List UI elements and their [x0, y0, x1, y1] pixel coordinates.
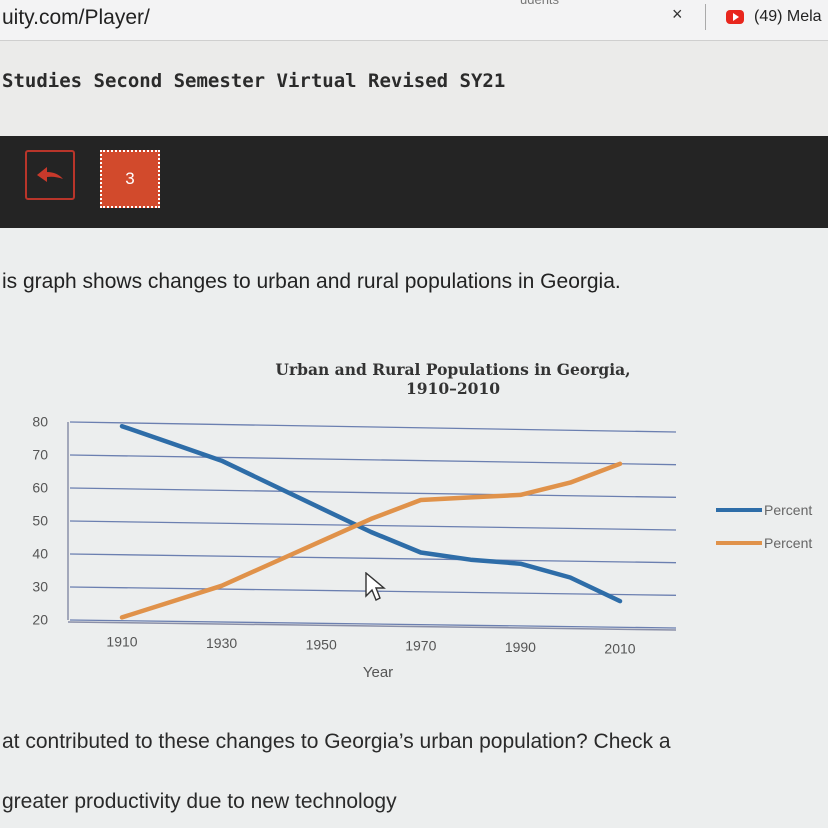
x-tick-label: 1970 — [405, 638, 436, 654]
y-tick-label: 20 — [32, 612, 48, 628]
tab-divider — [705, 4, 706, 30]
x-tick-label: 1930 — [206, 635, 237, 651]
x-tick-label: 1950 — [306, 636, 337, 652]
chart-grid — [67, 421, 677, 631]
chart-title-line2: 1910–2010 — [405, 379, 501, 398]
back-button[interactable] — [25, 150, 75, 200]
back-arrow-icon — [37, 167, 63, 182]
legend-label: Percent — [764, 535, 812, 551]
chart-title: Urban and Rural Populations in Georgia, … — [233, 360, 673, 398]
y-tick-label: 80 — [32, 414, 48, 430]
x-axis-label: Year — [363, 664, 393, 681]
course-header — [0, 41, 828, 136]
chart-legend: Percent Percent — [716, 502, 812, 551]
chart-series — [119, 423, 623, 620]
content-area — [0, 228, 828, 828]
series-line-urban — [119, 461, 623, 620]
x-tick-label: 1910 — [106, 634, 137, 650]
y-axis-ticks: 80 70 60 50 40 30 20 — [32, 414, 48, 628]
gridline — [69, 454, 677, 466]
y-tick-label: 40 — [32, 546, 48, 562]
gridline — [69, 487, 677, 498]
gridline — [69, 619, 677, 629]
browser-toolbar: uity.com/Player/ udents × (49) Mela — [0, 0, 828, 41]
y-tick-label: 30 — [32, 579, 48, 595]
mouse-cursor-icon — [365, 572, 386, 601]
close-tab-icon[interactable]: × — [672, 4, 683, 24]
x-axis-line — [67, 621, 677, 631]
series-line-rural — [119, 423, 623, 604]
legend-label: Percent — [764, 502, 812, 518]
tab-youtube[interactable]: (49) Mela — [754, 8, 822, 25]
chart-title-line1: Urban and Rural Populations in Georgia, — [275, 360, 631, 379]
question-number-button[interactable]: 3 — [100, 150, 160, 208]
gridline — [69, 520, 677, 531]
youtube-icon — [726, 10, 744, 24]
address-bar[interactable]: uity.com/Player/ — [2, 6, 150, 29]
x-axis-ticks: 1910 1930 1950 1970 1990 2010 — [106, 634, 635, 657]
x-tick-label: 1990 — [505, 639, 536, 655]
x-tick-label: 2010 — [604, 640, 635, 656]
gridline — [69, 421, 677, 433]
answer-option-1[interactable]: greater productivity due to new technolo… — [2, 790, 397, 813]
y-tick-label: 70 — [32, 447, 48, 463]
y-tick-label: 50 — [32, 513, 48, 529]
question-text: at contributed to these changes to Georg… — [2, 730, 671, 753]
course-title: Studies Second Semester Virtual Revised … — [2, 70, 506, 92]
y-tick-label: 60 — [32, 480, 48, 496]
tab-title-fragment[interactable]: udents — [520, 0, 559, 7]
gridline — [69, 553, 677, 564]
question-intro: is graph shows changes to urban and rura… — [2, 270, 621, 293]
